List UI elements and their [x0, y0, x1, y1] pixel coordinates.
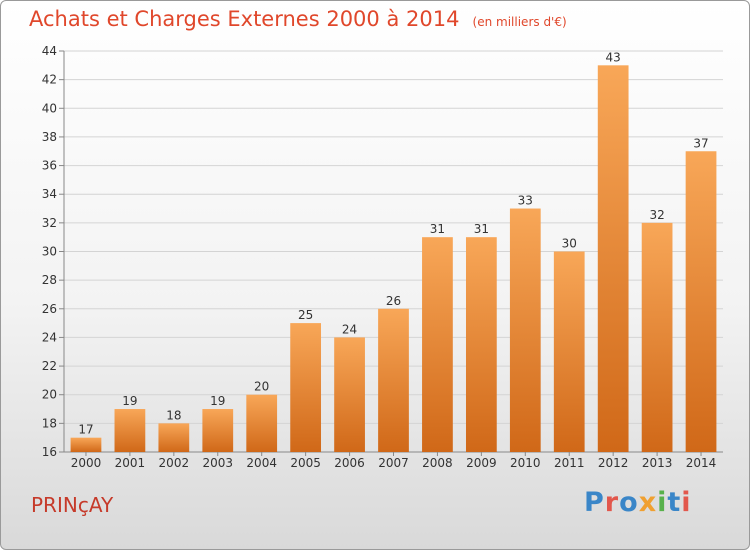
x-tick-label-2008: 2008 [422, 456, 453, 470]
data-label-2011: 30 [562, 237, 577, 251]
data-label-2007: 26 [386, 294, 401, 308]
bar-2008 [422, 237, 453, 452]
bar-2000 [70, 437, 102, 452]
x-tick-label-2011: 2011 [554, 456, 585, 470]
y-tick-label: 44 [42, 44, 57, 58]
bar-2007 [378, 308, 409, 452]
bar-2014 [685, 151, 717, 452]
data-label-2013: 32 [649, 208, 664, 222]
logo-letter: x [638, 487, 658, 518]
logo-letter: i [681, 487, 692, 518]
x-tick-label-2005: 2005 [290, 456, 321, 470]
x-tick-label-2000: 2000 [71, 456, 102, 470]
logo-letter: o [619, 487, 639, 518]
proxiti-logo: Proxiti [584, 487, 692, 518]
data-label-2004: 20 [254, 380, 269, 394]
data-label-2003: 19 [210, 394, 225, 408]
unit-label: (en milliers d'€) [472, 15, 567, 29]
x-tick-label-2003: 2003 [202, 456, 233, 470]
data-label-2001: 19 [122, 394, 137, 408]
y-tick-label: 36 [42, 159, 57, 173]
data-label-2000: 17 [78, 423, 93, 437]
bar-2001 [114, 409, 146, 452]
y-tick-label: 34 [42, 187, 57, 201]
data-label-2005: 25 [298, 308, 313, 322]
y-tick-label: 32 [42, 216, 57, 230]
y-tick-label: 40 [42, 101, 57, 115]
data-label-2009: 31 [474, 222, 489, 236]
data-labels: 17 19 18 19 20 25 24 26 31 31 33 30 43 32 37 [78, 50, 708, 436]
bar-2005 [290, 323, 322, 452]
chart-title: Achats et Charges Externes 2000 à 2014 (… [29, 7, 567, 31]
data-label-2008: 31 [430, 222, 445, 236]
bar-2013 [641, 222, 673, 452]
y-tick-label: 30 [42, 245, 57, 259]
title-text: Achats et Charges Externes 2000 à 2014 [29, 7, 460, 31]
x-tick-label-2002: 2002 [159, 456, 190, 470]
x-tick-label-2007: 2007 [378, 456, 409, 470]
data-label-2014: 37 [693, 136, 708, 150]
logo-letter: i [657, 487, 668, 518]
bar-2006 [334, 337, 365, 452]
data-label-2006: 24 [342, 322, 357, 336]
logo-letter: t [667, 487, 682, 518]
data-label-2010: 33 [518, 194, 533, 208]
x-tick-label-2012: 2012 [598, 456, 629, 470]
bar-2004 [246, 394, 278, 452]
y-tick-label: 20 [42, 388, 57, 402]
y-tick-label: 28 [42, 273, 57, 287]
data-label-2002: 18 [166, 408, 181, 422]
bar-2003 [202, 409, 234, 452]
logo-letter: P [584, 487, 605, 518]
y-tick-label: 18 [42, 416, 57, 430]
bars [70, 65, 717, 453]
y-tick-label: 38 [42, 130, 57, 144]
tick-labels: 16 18 20 22 24 26 28 30 32 34 36 38 40 42 44 2000 2001 20… [42, 44, 717, 470]
x-tick-label-2009: 2009 [466, 456, 497, 470]
bar-2002 [158, 423, 190, 452]
bar-2009 [465, 237, 497, 452]
y-tick-label: 26 [42, 302, 57, 316]
x-tick-label-2013: 2013 [642, 456, 673, 470]
bar-2010 [509, 208, 541, 452]
y-tick-label: 42 [42, 73, 57, 87]
logo-letter: r [604, 487, 620, 518]
y-tick-label: 22 [42, 359, 57, 373]
x-tick-label-2006: 2006 [334, 456, 365, 470]
y-tick-label: 16 [42, 445, 57, 459]
bar-2011 [553, 251, 585, 452]
data-label-2012: 43 [606, 50, 621, 64]
x-tick-label-2004: 2004 [246, 456, 277, 470]
bar-2012 [597, 65, 629, 453]
x-tick-label-2010: 2010 [510, 456, 541, 470]
y-tick-label: 24 [42, 330, 57, 344]
x-tick-label-2001: 2001 [115, 456, 146, 470]
x-tick-label-2014: 2014 [686, 456, 717, 470]
commune-name: PRINçAY [31, 493, 114, 517]
